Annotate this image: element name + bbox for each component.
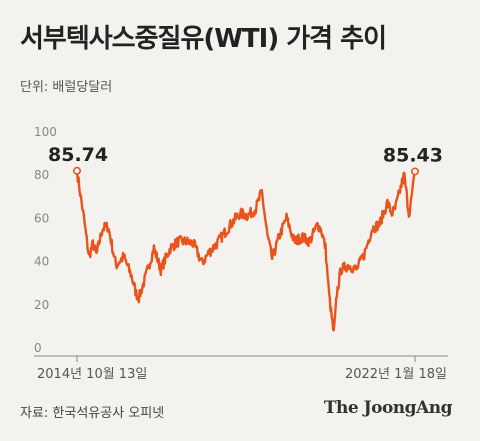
source-note: 자료: 한국석유공사 오피넷 xyxy=(20,406,165,421)
y-tick-label: 0 xyxy=(34,341,42,355)
y-tick-label: 60 xyxy=(34,211,49,225)
peak-marker xyxy=(410,167,419,176)
x-tick-label: 2014년 10월 13일 xyxy=(37,367,147,382)
y-tick-label: 20 xyxy=(34,298,49,312)
y-tick-label: 80 xyxy=(34,168,49,182)
unit-label: 단위: 배럴당달러 xyxy=(20,80,113,95)
y-tick-label: 100 xyxy=(34,125,57,139)
joongang-logo: The JoongAng xyxy=(323,398,453,418)
y-tick-label: 40 xyxy=(34,255,49,269)
x-tick-label: 2022년 1월 18일 xyxy=(345,367,447,382)
wti-price-line xyxy=(75,170,417,332)
peak-value-label: 85.74 xyxy=(48,144,108,166)
peak-value-label: 85.43 xyxy=(383,144,443,166)
peak-marker xyxy=(73,166,82,175)
page-title: 서부텍사스중질유(WTI) 가격 추이 xyxy=(20,24,387,54)
